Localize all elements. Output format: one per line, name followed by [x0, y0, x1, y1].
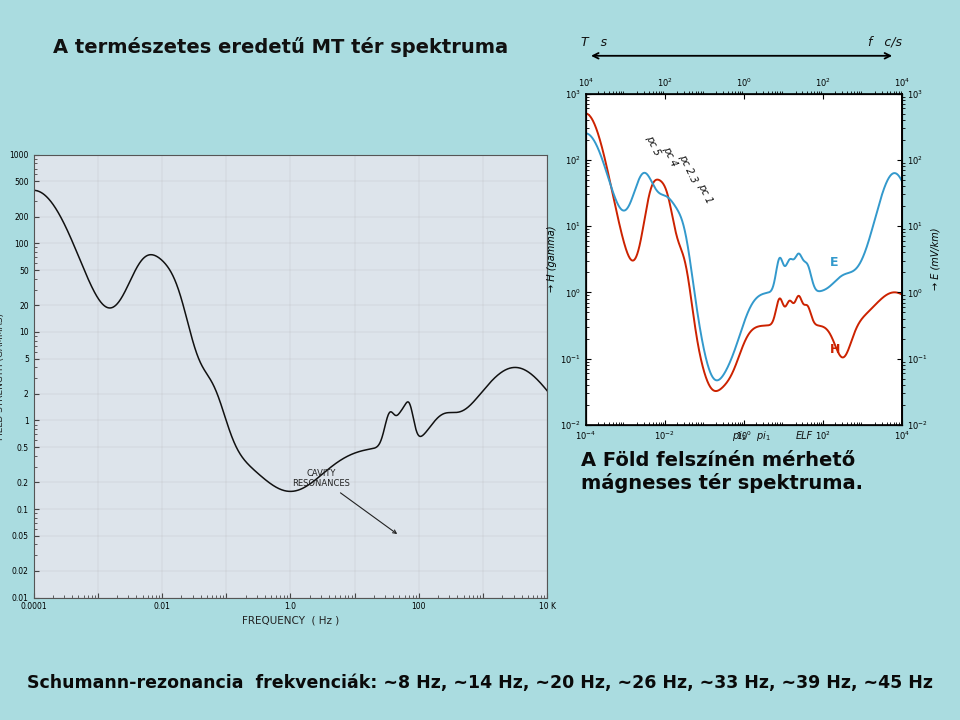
Text: CAVITY
RESONANCES: CAVITY RESONANCES — [292, 469, 396, 534]
Text: H: H — [830, 343, 841, 356]
Text: E: E — [830, 256, 839, 269]
Text: ELF: ELF — [796, 431, 813, 441]
Text: pi$_2$: pi$_2$ — [732, 430, 747, 444]
Text: pc 2.3: pc 2.3 — [677, 153, 699, 185]
X-axis label: FREQUENCY  ( Hz ): FREQUENCY ( Hz ) — [242, 616, 339, 626]
Text: A Föld felszínén mérhető
mágneses tér spektruma.: A Föld felszínén mérhető mágneses tér sp… — [581, 451, 863, 492]
Text: Ionoszféra-
Föld
üregrezonátor: Ionoszféra- Föld üregrezonátor — [341, 328, 470, 378]
Text: A természetes eredetű MT tér spektruma: A természetes eredetű MT tér spektruma — [53, 37, 508, 57]
Text: pc 1: pc 1 — [696, 182, 713, 205]
Text: T   s: T s — [582, 36, 608, 49]
Y-axis label: FIELD STRENGTH (GAMMAS): FIELD STRENGTH (GAMMAS) — [0, 312, 5, 440]
Y-axis label: → E (mV/km): → E (mV/km) — [931, 228, 941, 290]
Text: Napból érkező töltött
részecskék és földi
mágneses tér
kölcsönhatása: Napból érkező töltött részecskék és föld… — [178, 299, 338, 356]
Text: Schumann-rezonancia  frekvenciák: ~8 Hz, ~14 Hz, ~20 Hz, ~26 Hz, ~33 Hz, ~39 Hz,: Schumann-rezonancia frekvenciák: ~8 Hz, … — [27, 674, 933, 691]
Text: pc 5: pc 5 — [644, 133, 662, 156]
Y-axis label: → H (gamma): → H (gamma) — [547, 226, 557, 292]
Text: pc 4: pc 4 — [661, 145, 679, 168]
Text: f   c/s: f c/s — [868, 36, 901, 49]
Text: villámlások: villámlások — [379, 428, 476, 443]
Text: pi$_1$: pi$_1$ — [756, 430, 771, 444]
